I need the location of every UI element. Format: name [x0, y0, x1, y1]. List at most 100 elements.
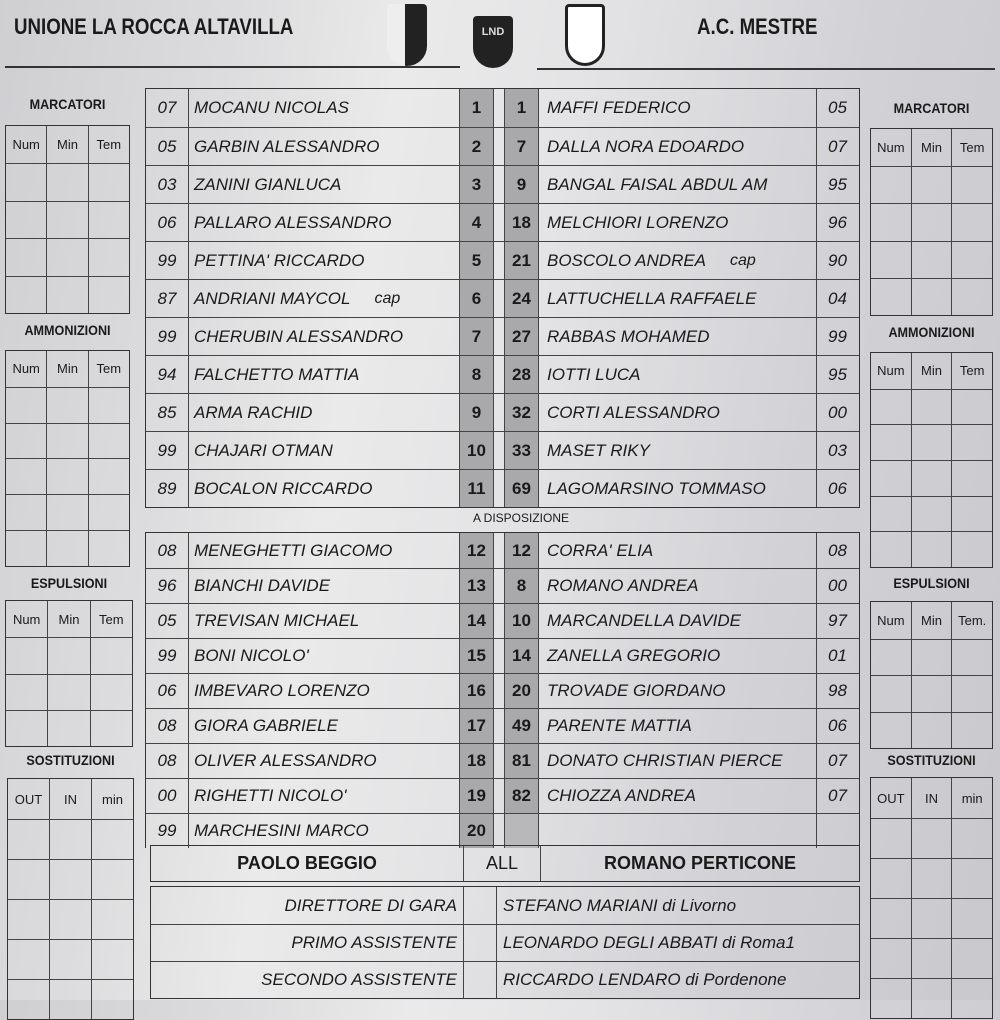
grid-cell[interactable] [6, 202, 46, 238]
grid-cell[interactable] [87, 531, 129, 566]
grid-cell[interactable] [6, 531, 46, 566]
grid-cell[interactable] [47, 638, 89, 674]
grid-cell[interactable] [910, 204, 952, 241]
grid-cell[interactable] [910, 979, 952, 1018]
grid-cell[interactable] [910, 899, 952, 938]
grid-cell[interactable] [910, 241, 952, 278]
grid-cell[interactable] [910, 939, 952, 978]
grid-cell[interactable] [87, 459, 129, 495]
grid-cell[interactable] [951, 167, 992, 204]
grid-cell[interactable] [951, 496, 992, 532]
grid-cell[interactable] [871, 899, 911, 938]
grid-cell[interactable] [87, 387, 129, 423]
grid-cell[interactable] [87, 495, 129, 531]
grid-cell[interactable] [871, 167, 911, 203]
grid-cell[interactable] [6, 711, 47, 746]
grid-cell[interactable] [46, 276, 87, 313]
grid-cell[interactable] [871, 242, 911, 278]
grid-cell[interactable] [6, 239, 46, 275]
grid-cell[interactable] [910, 859, 952, 898]
grid-cell[interactable] [6, 638, 47, 673]
grid-cell[interactable] [951, 425, 992, 460]
grid-cell[interactable] [910, 167, 952, 204]
grid-cell[interactable] [49, 900, 91, 939]
grid-cell[interactable] [46, 201, 87, 239]
grid-cell[interactable] [910, 425, 952, 460]
grid-cell[interactable] [49, 820, 91, 859]
grid-cell[interactable] [951, 819, 992, 858]
grid-cell[interactable] [89, 638, 132, 674]
grid-cell[interactable] [951, 241, 992, 278]
grid-cell[interactable] [951, 939, 992, 978]
grid-cell[interactable] [87, 239, 129, 276]
grid-cell[interactable] [951, 639, 992, 675]
grid-cell[interactable] [8, 940, 49, 979]
grid-cell[interactable] [871, 859, 911, 898]
grid-cell[interactable] [871, 939, 911, 978]
grid-cell[interactable] [951, 532, 992, 567]
grid-cell[interactable] [6, 164, 46, 200]
grid-cell[interactable] [87, 276, 129, 313]
grid-cell[interactable] [46, 387, 87, 423]
grid-cell[interactable] [6, 388, 46, 423]
grid-cell[interactable] [47, 710, 89, 746]
grid-cell[interactable] [871, 461, 911, 496]
grid-cell[interactable] [871, 497, 911, 532]
grid-cell[interactable] [951, 676, 992, 712]
grid-cell[interactable] [871, 819, 911, 858]
grid-cell[interactable] [87, 201, 129, 239]
grid-cell[interactable] [8, 820, 49, 859]
grid-cell[interactable] [951, 204, 992, 241]
grid-cell[interactable] [87, 423, 129, 459]
grid-cell[interactable] [46, 531, 87, 566]
grid-cell[interactable] [89, 710, 132, 746]
grid-cell[interactable] [951, 899, 992, 938]
grid-cell[interactable] [91, 900, 133, 939]
grid-cell[interactable] [91, 820, 133, 859]
grid-cell[interactable] [951, 278, 992, 315]
grid-cell[interactable] [910, 389, 952, 425]
grid-cell[interactable] [6, 459, 46, 494]
grid-cell[interactable] [46, 495, 87, 531]
grid-cell[interactable] [91, 940, 133, 979]
grid-cell[interactable] [46, 423, 87, 459]
grid-cell[interactable] [6, 675, 47, 710]
grid-cell[interactable] [46, 239, 87, 276]
grid-cell[interactable] [871, 204, 911, 240]
grid-cell[interactable] [871, 532, 911, 567]
grid-cell[interactable] [871, 979, 911, 1018]
away-player: MASET RIKY [538, 432, 816, 469]
grid-cell[interactable] [910, 676, 952, 712]
grid-cell[interactable] [871, 713, 911, 749]
grid-cell[interactable] [951, 712, 992, 748]
grid-cell[interactable] [951, 460, 992, 496]
grid-cell[interactable] [910, 496, 952, 532]
grid-cell[interactable] [8, 860, 49, 899]
grid-cell[interactable] [6, 277, 46, 313]
grid-cell[interactable] [951, 389, 992, 425]
grid-cell[interactable] [871, 676, 911, 712]
grid-cell[interactable] [910, 639, 952, 675]
grid-cell[interactable] [871, 425, 911, 460]
grid-cell[interactable] [91, 860, 133, 899]
grid-cell[interactable] [871, 390, 911, 425]
grid-cell[interactable] [910, 819, 952, 858]
grid-cell[interactable] [49, 860, 91, 899]
grid-cell[interactable] [910, 278, 952, 315]
grid-cell[interactable] [6, 495, 46, 530]
grid-cell[interactable] [910, 532, 952, 567]
grid-cell[interactable] [951, 859, 992, 898]
grid-cell[interactable] [89, 674, 132, 710]
grid-cell[interactable] [871, 279, 911, 315]
grid-cell[interactable] [8, 900, 49, 939]
grid-cell[interactable] [46, 459, 87, 495]
grid-cell[interactable] [910, 460, 952, 496]
grid-cell[interactable] [46, 164, 87, 201]
grid-cell[interactable] [47, 674, 89, 710]
grid-cell[interactable] [910, 712, 952, 748]
grid-cell[interactable] [871, 640, 911, 676]
grid-cell[interactable] [49, 940, 91, 979]
grid-cell[interactable] [87, 164, 129, 201]
grid-cell[interactable] [6, 424, 46, 459]
grid-cell[interactable] [951, 979, 992, 1018]
